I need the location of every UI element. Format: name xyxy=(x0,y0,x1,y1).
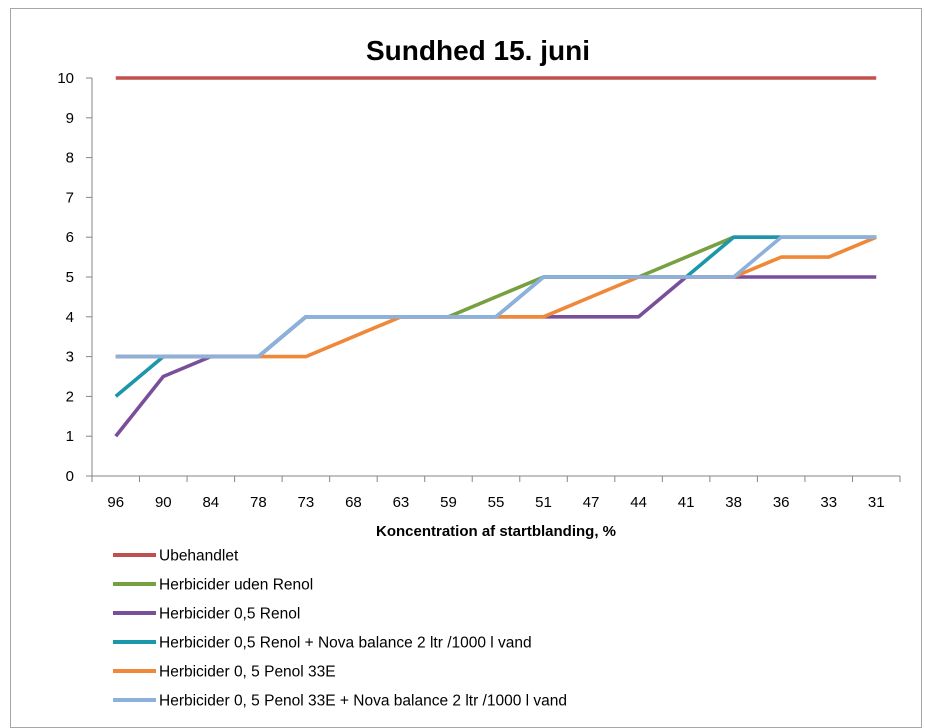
legend-item-1: Ubehandlet xyxy=(113,548,239,565)
legend-item-4: Herbicider 0,5 Renol + Nova balance 2 lt… xyxy=(113,635,532,652)
x-axis-title: Koncentration af startblanding, % xyxy=(376,523,616,540)
x-tick-label: 90 xyxy=(155,494,172,511)
x-tick-label: 73 xyxy=(298,494,315,511)
legend-item-3: Herbicider 0,5 Renol xyxy=(113,606,300,623)
x-tick-label: 63 xyxy=(393,494,410,511)
y-tick-label: 1 xyxy=(66,428,74,445)
legend-label: Herbicider 0, 5 Penol 33E + Nova balance… xyxy=(159,693,567,710)
x-tick-label: 41 xyxy=(678,494,695,511)
y-tick-label: 9 xyxy=(66,110,74,127)
y-tick-label: 4 xyxy=(66,309,74,326)
x-tick-label: 84 xyxy=(202,494,219,511)
x-tick-label: 78 xyxy=(250,494,267,511)
x-tick-label: 31 xyxy=(868,494,885,511)
legend-label: Herbicider 0,5 Renol xyxy=(159,606,300,623)
x-tick-label: 47 xyxy=(583,494,600,511)
y-tick-label: 6 xyxy=(66,229,74,246)
y-tick-label: 2 xyxy=(66,388,74,405)
legend-item-6: Herbicider 0, 5 Penol 33E + Nova balance… xyxy=(113,693,567,710)
x-tick-label: 51 xyxy=(535,494,552,511)
y-tick-label: 5 xyxy=(66,269,74,286)
legend: Ubehandlet Herbicider uden Renol Herbicide… xyxy=(113,548,567,710)
legend-label: Herbicider 0, 5 Penol 33E xyxy=(159,664,336,681)
y-tick-label: 0 xyxy=(66,468,74,485)
x-tick-label: 59 xyxy=(440,494,457,511)
x-tick-label: 68 xyxy=(345,494,362,511)
x-tick-label: 38 xyxy=(725,494,742,511)
y-tick-label: 3 xyxy=(66,349,74,366)
legend-item-2: Herbicider uden Renol xyxy=(113,577,313,594)
x-tick-label: 96 xyxy=(107,494,124,511)
chart-title: Sundhed 15. juni xyxy=(366,35,590,66)
legend-label: Herbicider uden Renol xyxy=(159,577,313,594)
y-tick-label: 8 xyxy=(66,150,74,167)
y-tick-label: 7 xyxy=(66,189,74,206)
x-tick-label: 33 xyxy=(820,494,837,511)
x-tick-label: 44 xyxy=(630,494,647,511)
series-line-6 xyxy=(115,235,877,359)
x-tick-label: 36 xyxy=(773,494,790,511)
legend-item-5: Herbicider 0, 5 Penol 33E xyxy=(113,664,336,681)
legend-label: Ubehandlet xyxy=(159,548,239,565)
x-tick-label: 55 xyxy=(488,494,505,511)
legend-label: Herbicider 0,5 Renol + Nova balance 2 lt… xyxy=(159,635,532,652)
y-tick-label: 10 xyxy=(57,70,74,87)
